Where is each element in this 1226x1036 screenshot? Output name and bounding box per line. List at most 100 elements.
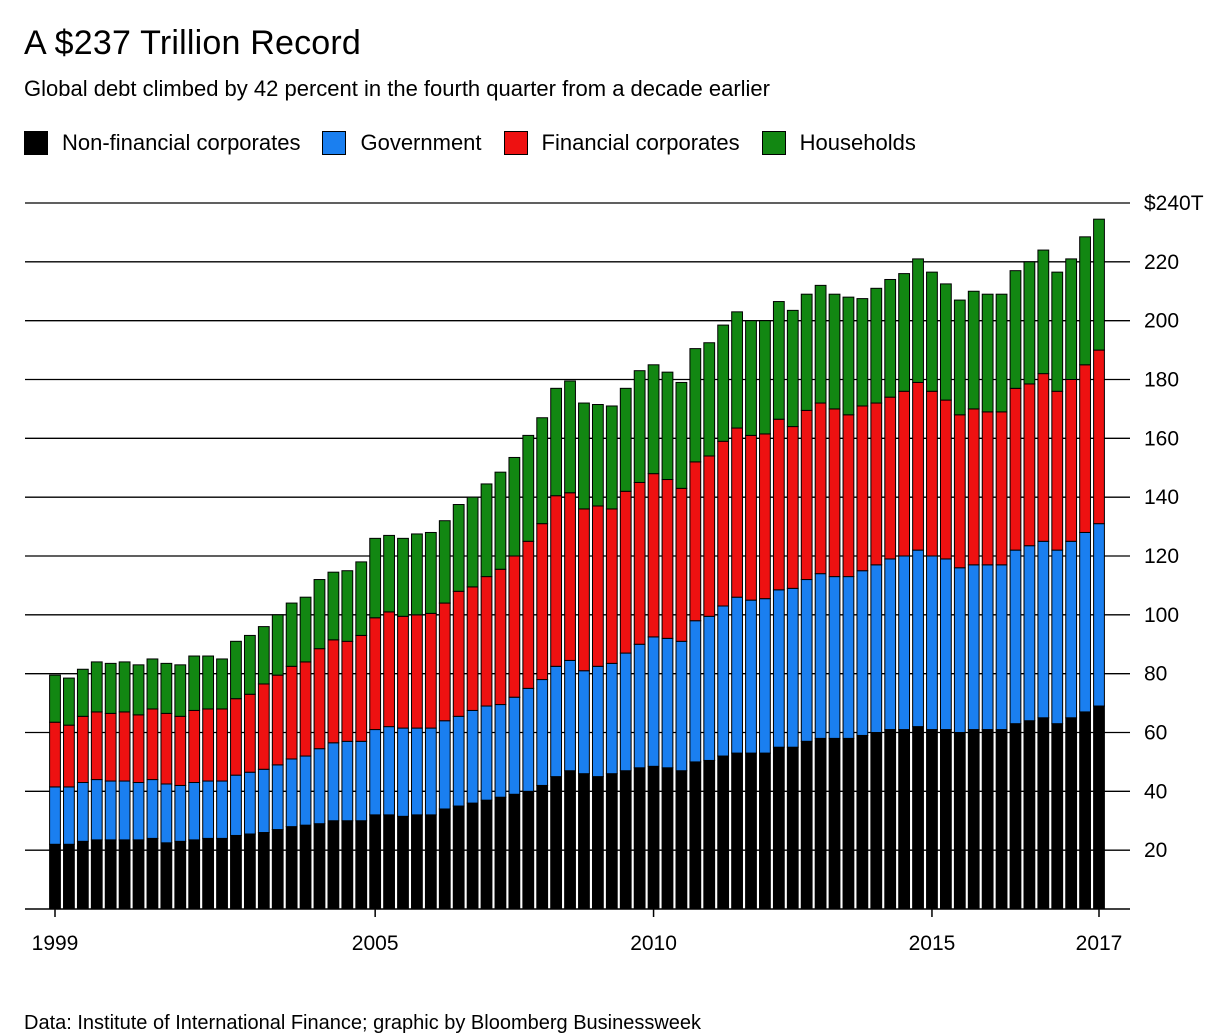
- bar-segment-non-financial-corporates-24: [383, 814, 395, 910]
- bar-segment-financial-corporates-32: [494, 568, 507, 706]
- bar-segment-households-72: [1051, 271, 1064, 392]
- bar-segment-non-financial-corporates-58: [856, 734, 869, 910]
- bar-segment-financial-corporates-13: [230, 698, 242, 776]
- bar-segment-financial-corporates-10: [188, 709, 201, 784]
- bar-segment-households-75: [1093, 218, 1105, 351]
- bar-segment-households-69: [1009, 270, 1022, 389]
- bar-segment-financial-corporates-43: [647, 473, 660, 638]
- bar-segment-households-56: [828, 293, 841, 410]
- bar-segment-government-3: [90, 779, 103, 841]
- bar-segment-households-15: [257, 626, 270, 685]
- bar-segment-households-37: [564, 380, 576, 494]
- bar-segment-households-39: [591, 404, 604, 507]
- bar-segment-financial-corporates-47: [703, 455, 716, 617]
- bar-segment-households-21: [341, 570, 354, 642]
- bar-segment-financial-corporates-65: [953, 414, 966, 569]
- bar-segment-government-53: [786, 587, 799, 748]
- bar-segment-government-69: [1009, 549, 1022, 725]
- bar-segment-government-45: [675, 640, 688, 772]
- bar-segment-non-financial-corporates-23: [369, 814, 382, 910]
- bar-segment-households-29: [452, 504, 465, 592]
- bar-segment-households-33: [508, 456, 521, 557]
- bar-segment-non-financial-corporates-4: [104, 839, 117, 910]
- bar-segment-financial-corporates-2: [76, 715, 89, 784]
- bar-segment-households-52: [772, 301, 785, 420]
- chart-legend: Non-financial corporates Government Fina…: [24, 130, 938, 156]
- bar-segment-non-financial-corporates-2: [76, 840, 89, 910]
- legend-swatch-households: [761, 131, 786, 155]
- bar-segment-non-financial-corporates-16: [271, 829, 284, 910]
- bar-segment-government-22: [355, 740, 368, 822]
- bar-segment-government-16: [271, 764, 284, 831]
- stacked-bar-chart: 20 40 60 80 100 120 140 160 180 200 220 $240T 1999 20…: [25, 192, 1204, 955]
- bar-segment-households-53: [786, 309, 799, 428]
- bar-segment-financial-corporates-15: [257, 683, 270, 770]
- bar-segment-households-38: [578, 402, 590, 510]
- x-tick-label-2015: 2015: [909, 932, 956, 955]
- bar-segment-non-financial-corporates-59: [870, 732, 883, 910]
- bar-segment-financial-corporates-24: [383, 611, 395, 728]
- bar-segment-financial-corporates-49: [731, 427, 743, 598]
- bar-segment-government-24: [383, 726, 395, 816]
- y-tick-label-200: 200: [1144, 310, 1179, 333]
- bar-segment-government-73: [1065, 540, 1078, 719]
- bar-segment-households-49: [731, 311, 743, 429]
- bar-segment-government-67: [981, 564, 994, 731]
- bar-segment-financial-corporates-1: [63, 724, 75, 788]
- bar-segment-non-financial-corporates-68: [995, 729, 1008, 910]
- bar-segment-financial-corporates-27: [424, 612, 437, 729]
- bar-segment-government-37: [564, 659, 576, 772]
- bar-segment-households-71: [1037, 249, 1050, 375]
- bar-segment-government-9: [174, 784, 187, 842]
- bar-segment-non-financial-corporates-29: [452, 805, 465, 910]
- y-tick-label-80: 80: [1144, 663, 1167, 686]
- bar-segment-non-financial-corporates-56: [828, 737, 841, 910]
- bar-segment-government-13: [230, 774, 242, 836]
- bar-segment-financial-corporates-33: [508, 555, 521, 698]
- legend-label-households: Households: [799, 130, 916, 155]
- bar-segment-non-financial-corporates-6: [132, 839, 145, 910]
- bar-segment-government-28: [438, 720, 451, 810]
- bar-segment-financial-corporates-8: [160, 712, 173, 785]
- bar-segment-government-36: [550, 665, 563, 778]
- bar-segment-government-5: [118, 780, 131, 841]
- bar-segment-households-55: [814, 284, 827, 404]
- bar-segment-non-financial-corporates-22: [355, 820, 368, 910]
- bar-segment-government-14: [243, 771, 256, 835]
- bar-segment-households-27: [424, 531, 437, 614]
- bar-segment-non-financial-corporates-11: [202, 837, 215, 910]
- bar-segment-government-6: [132, 782, 145, 841]
- bar-segment-households-5: [118, 661, 131, 713]
- bar-segment-households-47: [703, 342, 716, 457]
- bar-segment-households-19: [313, 579, 326, 650]
- bar-segment-financial-corporates-12: [216, 708, 228, 782]
- bar-segment-financial-corporates-56: [828, 408, 841, 578]
- bar-segment-non-financial-corporates-27: [424, 814, 437, 910]
- bar-segment-households-24: [383, 534, 395, 613]
- bar-segment-government-11: [202, 780, 215, 839]
- bar-segment-non-financial-corporates-69: [1009, 723, 1022, 910]
- bar-segment-government-57: [842, 576, 855, 739]
- bar-segment-households-7: [146, 658, 159, 710]
- bar-segment-non-financial-corporates-39: [591, 776, 604, 910]
- bar-segment-non-financial-corporates-15: [257, 832, 270, 910]
- bar-segment-households-62: [912, 258, 924, 383]
- legend-label-financial: Financial corporates: [541, 130, 740, 155]
- bar-segment-non-financial-corporates-73: [1065, 717, 1078, 910]
- bar-segment-financial-corporates-50: [745, 434, 757, 601]
- bar-segment-government-32: [494, 704, 507, 798]
- bar-segment-households-40: [605, 405, 618, 510]
- bar-segment-households-11: [202, 655, 215, 710]
- bar-segment-non-financial-corporates-38: [578, 773, 590, 910]
- bar-segment-non-financial-corporates-72: [1051, 723, 1064, 910]
- bar-segment-non-financial-corporates-40: [605, 773, 618, 910]
- bar-segment-financial-corporates-3: [90, 711, 103, 781]
- bar-segment-financial-corporates-60: [884, 396, 897, 560]
- bar-segment-non-financial-corporates-65: [953, 732, 966, 910]
- bar-segment-households-43: [647, 364, 660, 475]
- bar-segment-non-financial-corporates-0: [49, 843, 61, 910]
- page-subtitle: Global debt climbed by 42 percent in the…: [24, 76, 770, 101]
- bar-segment-households-6: [132, 664, 145, 716]
- bar-segment-government-19: [313, 748, 326, 825]
- legend-swatch-financial: [503, 131, 528, 155]
